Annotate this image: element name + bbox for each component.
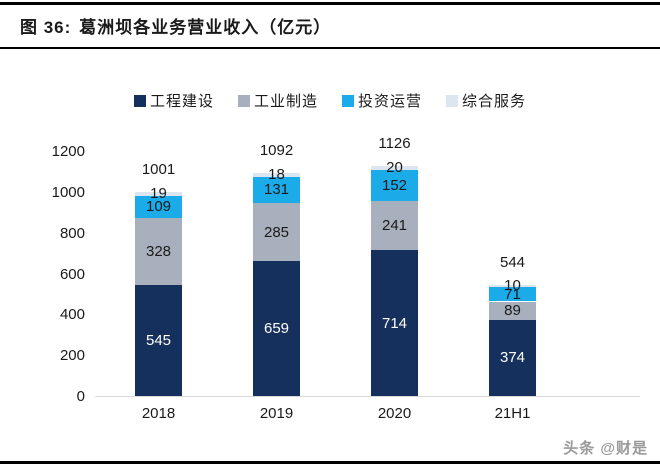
y-tick-label: 0 bbox=[76, 388, 85, 405]
bar-segment bbox=[489, 287, 536, 302]
legend-swatch-blue bbox=[342, 94, 354, 107]
plot-area: 545 328 109 19 1001 659 285 131 18 1092 714 241 152 2… bbox=[95, 135, 640, 397]
bar-column-21H1: 374 89 71 10 544 bbox=[489, 254, 536, 396]
segment-value-label: 20 bbox=[386, 159, 403, 177]
legend-label: 投资运营 bbox=[358, 93, 423, 110]
bar-segment bbox=[489, 301, 536, 320]
x-tick-label: 21H1 bbox=[494, 405, 531, 422]
y-tick-label: 400 bbox=[59, 306, 85, 324]
y-tick-label: 600 bbox=[59, 265, 85, 283]
top-divider bbox=[0, 2, 660, 5]
segment-value-label: 714 bbox=[381, 314, 408, 332]
total-value-label: 1092 bbox=[259, 141, 294, 159]
bar-segment bbox=[371, 165, 418, 170]
bar-segment bbox=[371, 250, 418, 396]
y-tick-label: 800 bbox=[59, 224, 85, 242]
title-divider bbox=[0, 47, 660, 49]
total-value-label: 1126 bbox=[378, 134, 411, 152]
legend-label: 工业制造 bbox=[253, 93, 318, 110]
legend: 工程建设 工业制造 投资运营 综合服务 bbox=[0, 90, 660, 111]
legend-item: 综合服务 bbox=[446, 90, 526, 111]
bar-segment bbox=[135, 195, 182, 218]
segment-value-label: 10 bbox=[504, 277, 521, 295]
bar-column-2018: 545 328 109 19 1001 bbox=[135, 161, 182, 396]
total-value-label: 544 bbox=[499, 253, 526, 271]
watermark: 头条 @财是 bbox=[563, 440, 648, 457]
segment-value-label: 545 bbox=[145, 331, 172, 349]
bar-column-2020: 714 241 152 20 1126 bbox=[371, 135, 418, 396]
legend-label: 工程建设 bbox=[149, 93, 214, 110]
y-tick-label: 200 bbox=[59, 347, 85, 365]
segment-value-label: 131 bbox=[263, 181, 290, 199]
legend-swatch-gray bbox=[237, 94, 250, 107]
legend-item: 投资运营 bbox=[342, 90, 422, 111]
x-tick-label: 2018 bbox=[141, 405, 176, 422]
y-tick-label: 1000 bbox=[51, 183, 85, 201]
legend-swatch-navy bbox=[133, 94, 146, 107]
segment-value-label: 285 bbox=[263, 223, 290, 241]
legend-item: 工程建设 bbox=[133, 90, 214, 111]
figure-title-text: 葛洲坝各业务营业收入（亿元） bbox=[79, 18, 332, 37]
legend-item: 工业制造 bbox=[237, 90, 318, 111]
bar-column-2019: 659 285 131 18 1092 bbox=[253, 142, 300, 396]
bar-segment bbox=[371, 170, 418, 202]
bar-segment bbox=[489, 319, 536, 396]
bar-segment bbox=[135, 191, 182, 196]
segment-value-label: 89 bbox=[504, 302, 521, 320]
bar-segment bbox=[489, 284, 536, 287]
figure-title: 图 36: 葛洲坝各业务营业收入（亿元） bbox=[20, 13, 331, 38]
segment-value-label: 374 bbox=[499, 349, 526, 367]
legend-label: 综合服务 bbox=[462, 93, 527, 110]
segment-value-label: 109 bbox=[145, 198, 172, 216]
segment-value-label: 152 bbox=[381, 177, 408, 195]
bar-segment bbox=[253, 261, 300, 396]
bar-segment bbox=[371, 201, 418, 251]
bar-segment bbox=[135, 217, 182, 285]
bar-segment bbox=[253, 172, 300, 177]
bar-segment bbox=[135, 284, 182, 396]
bar-segment bbox=[253, 203, 300, 262]
segment-value-label: 659 bbox=[263, 320, 290, 338]
segment-value-label: 71 bbox=[504, 285, 521, 303]
bottom-divider bbox=[0, 461, 660, 464]
bar-segment bbox=[253, 176, 300, 204]
segment-value-label: 328 bbox=[145, 242, 172, 260]
total-value-label: 1001 bbox=[141, 160, 176, 178]
legend-swatch-light bbox=[446, 94, 459, 107]
x-tick-label: 2020 bbox=[377, 405, 412, 422]
y-tick-label: 1200 bbox=[51, 143, 85, 160]
x-tick-label: 2019 bbox=[259, 405, 294, 422]
segment-value-label: 18 bbox=[268, 166, 285, 184]
segment-value-label: 19 bbox=[150, 185, 167, 203]
figure-number: 图 36: bbox=[20, 18, 72, 37]
segment-value-label: 241 bbox=[381, 217, 408, 235]
